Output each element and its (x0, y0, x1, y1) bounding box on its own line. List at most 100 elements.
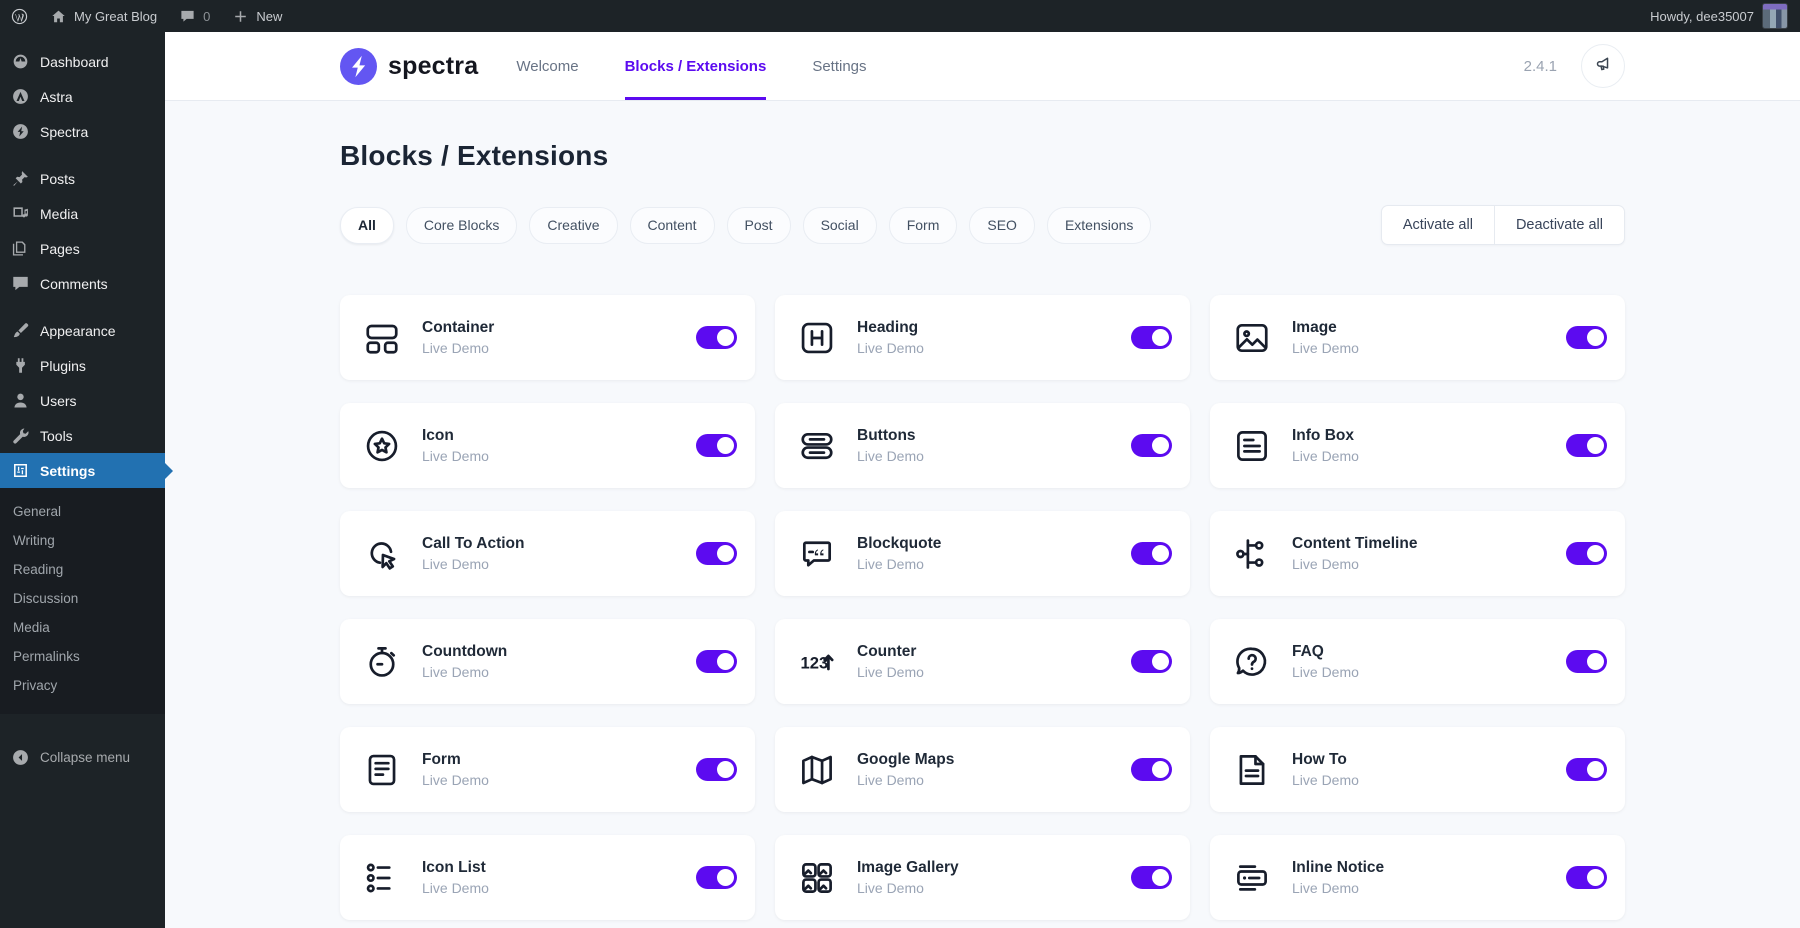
sidebar-item-dashboard[interactable]: Dashboard (0, 44, 165, 79)
block-toggle[interactable] (1131, 650, 1172, 673)
plugin-nav: Welcome Blocks / Extensions Settings (516, 32, 867, 100)
block-toggle[interactable] (696, 650, 737, 673)
block-title: Counter (857, 643, 917, 660)
block-toggle[interactable] (1566, 326, 1607, 349)
sidebar-item-pages[interactable]: Pages (0, 231, 165, 266)
live-demo-link[interactable]: Live Demo (857, 556, 924, 572)
live-demo-link[interactable]: Live Demo (422, 880, 489, 896)
sidebar-item-users[interactable]: Users (0, 383, 165, 418)
filter-pill-seo[interactable]: SEO (969, 206, 1035, 244)
collapse-menu-button[interactable]: Collapse menu (0, 740, 165, 774)
block-title: Icon List (422, 859, 486, 876)
block-toggle[interactable] (696, 866, 737, 889)
sidebar-item-label: Plugins (40, 357, 86, 374)
page: Blocks / Extensions All Core Blocks Creati… (340, 140, 1625, 920)
filter-pill-post[interactable]: Post (726, 206, 791, 244)
submenu-item-general[interactable]: General (13, 504, 62, 519)
block-toggle[interactable] (1131, 434, 1172, 457)
sidebar-item-label: Pages (40, 240, 80, 257)
block-toggle[interactable] (696, 434, 737, 457)
announcement-button[interactable] (1581, 44, 1625, 88)
sidebar-item-settings[interactable]: Settings (0, 453, 165, 488)
howdy-link[interactable]: Howdy, dee35007 (1650, 8, 1754, 24)
sidebar-item-label: Users (40, 392, 77, 409)
live-demo-link[interactable]: Live Demo (422, 556, 489, 572)
activate-all-button[interactable]: Activate all (1382, 206, 1494, 244)
filter-pill-all[interactable]: All (340, 206, 394, 244)
site-name-link[interactable]: My Great Blog (39, 0, 168, 32)
submenu-item-privacy[interactable]: Privacy (13, 678, 58, 693)
submenu-item-reading[interactable]: Reading (13, 562, 64, 577)
sidebar-item-comments[interactable]: Comments (0, 266, 165, 301)
wp-logo-button[interactable] (0, 0, 39, 32)
block-toggle[interactable] (1566, 758, 1607, 781)
sidebar-item-media[interactable]: Media (0, 196, 165, 231)
live-demo-link[interactable]: Live Demo (1292, 880, 1359, 896)
counter-icon: 123 (798, 643, 836, 681)
sidebar-item-tools[interactable]: Tools (0, 418, 165, 453)
live-demo-link[interactable]: Live Demo (857, 448, 924, 464)
block-toggle[interactable] (1131, 326, 1172, 349)
block-toggle[interactable] (1131, 866, 1172, 889)
live-demo-link[interactable]: Live Demo (422, 772, 489, 788)
block-toggle[interactable] (1566, 542, 1607, 565)
icon-list-icon (363, 859, 401, 897)
live-demo-link[interactable]: Live Demo (857, 340, 924, 356)
filter-pill-form[interactable]: Form (888, 206, 958, 244)
submenu-item-discussion[interactable]: Discussion (13, 591, 79, 606)
live-demo-link[interactable]: Live Demo (1292, 556, 1359, 572)
filter-pill-social[interactable]: Social (802, 206, 877, 244)
form-icon (363, 751, 401, 789)
filter-pill-extensions[interactable]: Extensions (1046, 206, 1152, 244)
block-toggle[interactable] (1566, 866, 1607, 889)
live-demo-link[interactable]: Live Demo (1292, 340, 1359, 356)
filter-pill-core-blocks[interactable]: Core Blocks (405, 206, 518, 244)
sidebar-item-appearance[interactable]: Appearance (0, 313, 165, 348)
comments-shortcut[interactable]: 0 (168, 0, 221, 32)
live-demo-link[interactable]: Live Demo (1292, 664, 1359, 680)
block-toggle[interactable] (1566, 650, 1607, 673)
tab-blocks-extensions[interactable]: Blocks / Extensions (624, 32, 767, 100)
sidebar-item-spectra[interactable]: Spectra (0, 114, 165, 149)
live-demo-link[interactable]: Live Demo (422, 340, 489, 356)
home-icon (50, 8, 67, 25)
block-card-info-box: Info Box Live Demo (1210, 403, 1625, 488)
filter-pill-content[interactable]: Content (629, 206, 715, 244)
deactivate-all-button[interactable]: Deactivate all (1495, 206, 1624, 244)
block-card-image-gallery: Image Gallery Live Demo (775, 835, 1190, 920)
media-icon (11, 204, 30, 223)
sidebar-item-label: Posts (40, 170, 76, 187)
submenu-item-media[interactable]: Media (13, 620, 50, 635)
live-demo-link[interactable]: Live Demo (857, 880, 924, 896)
submenu-item-permalinks[interactable]: Permalinks (13, 649, 80, 664)
block-toggle[interactable] (1566, 434, 1607, 457)
live-demo-link[interactable]: Live Demo (857, 772, 924, 788)
plugin-header: spectra Welcome Blocks / Extensions Settin… (165, 32, 1800, 100)
sidebar-item-plugins[interactable]: Plugins (0, 348, 165, 383)
sidebar-item-astra[interactable]: Astra (0, 79, 165, 114)
block-card-google-maps: Google Maps Live Demo (775, 727, 1190, 812)
live-demo-link[interactable]: Live Demo (1292, 772, 1359, 788)
avatar[interactable] (1762, 3, 1788, 29)
block-toggle[interactable] (696, 326, 737, 349)
main-content: spectra Welcome Blocks / Extensions Settin… (165, 32, 1800, 928)
block-toggle[interactable] (1131, 758, 1172, 781)
live-demo-link[interactable]: Live Demo (422, 448, 489, 464)
sidebar-item-posts[interactable]: Posts (0, 161, 165, 196)
settings-submenu: General Writing Reading Discussion Media Perm… (0, 488, 165, 714)
block-toggle[interactable] (696, 758, 737, 781)
tab-welcome[interactable]: Welcome (516, 57, 579, 75)
live-demo-link[interactable]: Live Demo (422, 664, 489, 680)
block-toggle[interactable] (1131, 542, 1172, 565)
live-demo-link[interactable]: Live Demo (857, 664, 924, 680)
map-icon (798, 751, 836, 789)
inline-notice-icon (1233, 859, 1271, 897)
new-button[interactable]: New (221, 0, 293, 32)
filter-pill-creative[interactable]: Creative (529, 206, 618, 244)
image-icon (1233, 319, 1271, 357)
block-toggle[interactable] (696, 542, 737, 565)
sidebar-item-label: Media (40, 205, 79, 222)
live-demo-link[interactable]: Live Demo (1292, 448, 1359, 464)
submenu-item-writing[interactable]: Writing (13, 533, 55, 548)
tab-settings[interactable]: Settings (812, 57, 867, 75)
